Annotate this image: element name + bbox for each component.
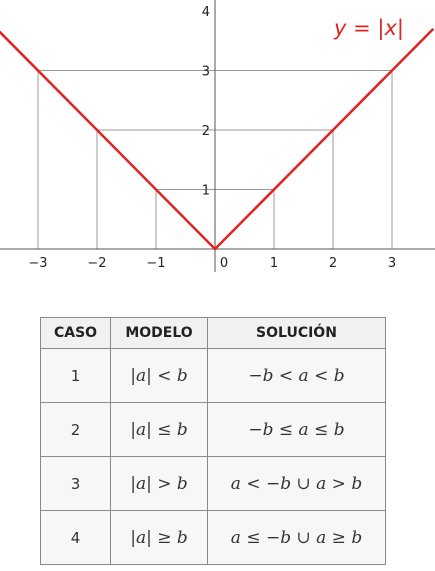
absolute-value-cases-table: CASO MODELO SOLUCIÓN 1 |a| < b −b < a < … — [40, 317, 386, 565]
x-tick-label: −2 — [87, 256, 106, 271]
y-tick-label: 4 — [202, 5, 210, 20]
header-modelo: MODELO — [110, 317, 208, 349]
x-tick-label: 3 — [388, 256, 396, 271]
x-tick-label: −1 — [146, 256, 165, 271]
header-caso: CASO — [40, 317, 111, 349]
y-tick-labels: 1 2 3 4 — [202, 5, 210, 199]
y-tick-label: 3 — [202, 65, 210, 80]
y-tick-label: 1 — [202, 184, 210, 199]
solucion-cell: a < −b ∪ a > b — [207, 456, 386, 511]
modelo-cell: |a| ≥ b — [110, 510, 208, 565]
reference-lines — [37, 70, 393, 249]
table-row: 2 |a| ≤ b −b ≤ a ≤ b — [40, 402, 386, 457]
modelo-cell: |a| > b — [110, 456, 208, 511]
caso-cell: 2 — [40, 402, 111, 457]
caso-cell: 1 — [40, 348, 111, 403]
caso-cell: 4 — [40, 510, 111, 565]
x-tick-label: 1 — [270, 256, 278, 271]
solucion-cell: −b < a < b — [207, 348, 386, 403]
solucion-cell: a ≤ −b ∪ a ≥ b — [207, 510, 386, 565]
y-tick-label: 2 — [202, 124, 210, 139]
table-row: 1 |a| < b −b < a < b — [40, 348, 386, 403]
absolute-value-graph: −3 −2 −1 0 1 2 3 1 2 3 4 y = |x| — [0, 0, 435, 272]
table-row: 4 |a| ≥ b a ≤ −b ∪ a ≥ b — [40, 510, 386, 565]
x-tick-label: 0 — [220, 256, 228, 271]
x-tick-labels: −3 −2 −1 0 1 2 3 — [28, 256, 396, 271]
modelo-cell: |a| < b — [110, 348, 208, 403]
x-tick-label: −3 — [28, 256, 47, 271]
caso-cell: 3 — [40, 456, 111, 511]
abs-value-curve — [0, 27, 435, 251]
table-row: 3 |a| > b a < −b ∪ a > b — [40, 456, 386, 511]
solucion-cell: −b ≤ a ≤ b — [207, 402, 386, 457]
table-header-row: CASO MODELO SOLUCIÓN — [40, 317, 386, 349]
function-label: y = |x| — [333, 16, 404, 41]
modelo-cell: |a| ≤ b — [110, 402, 208, 457]
header-solucion: SOLUCIÓN — [207, 317, 386, 349]
x-tick-label: 2 — [329, 256, 337, 271]
